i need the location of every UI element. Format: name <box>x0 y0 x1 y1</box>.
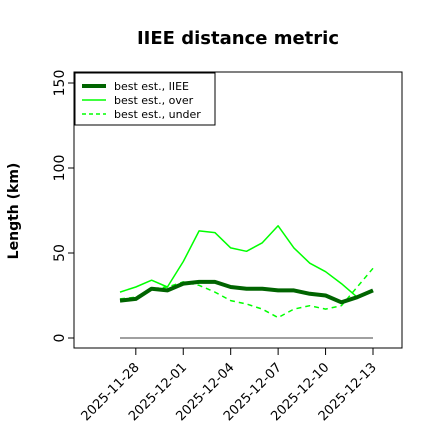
series-line-0 <box>119 279 374 305</box>
y-tick-label: 100 <box>52 155 68 182</box>
y-tick-label: 0 <box>52 334 68 343</box>
chart-title: IIEE distance metric <box>137 28 339 49</box>
series-line-2 <box>119 267 374 319</box>
legend-label-0: best est., IIEE <box>114 80 189 93</box>
y-tick-label: 150 <box>52 70 68 97</box>
series-line-1 <box>119 225 374 298</box>
x-axis: 2025-11-282025-12-012025-12-042025-12-07… <box>79 347 380 424</box>
legend-box <box>74 72 216 126</box>
y-axis: 0 50 100 150 <box>52 70 75 343</box>
legend-label-1: best est., over <box>114 94 194 107</box>
series-layer <box>119 225 374 339</box>
legend-label-2: best est., under <box>114 108 201 121</box>
y-axis-label: Length (km) <box>6 163 22 260</box>
y-tick-label: 50 <box>52 244 68 262</box>
